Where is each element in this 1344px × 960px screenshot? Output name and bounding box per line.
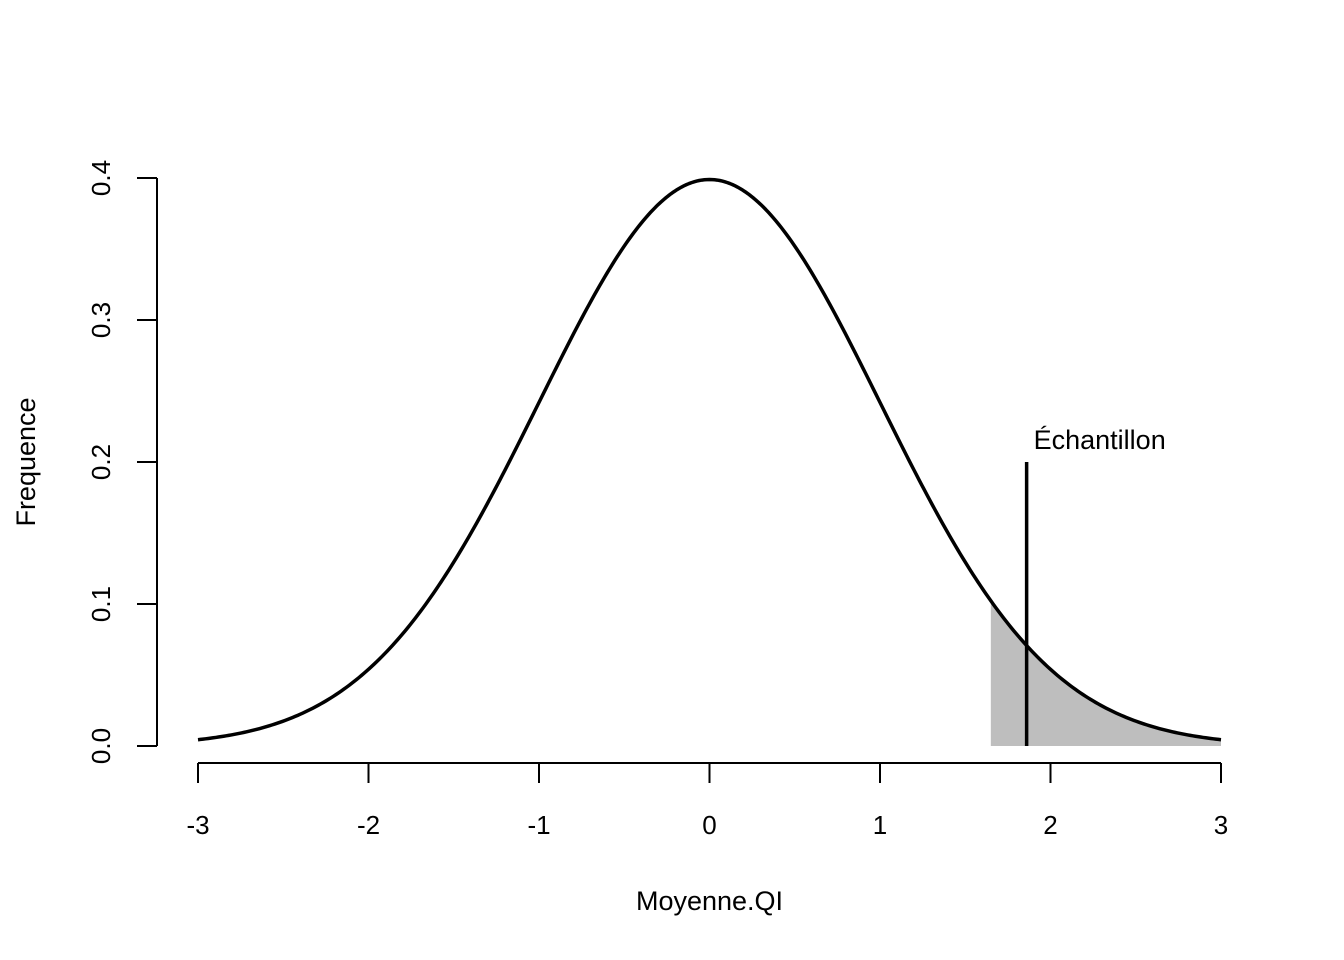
x-tick-label: 1 xyxy=(873,810,887,840)
x-axis: -3 -2 -1 0 1 2 3 xyxy=(186,762,1228,840)
normal-density-curve xyxy=(197,177,1222,742)
x-tick-label: -3 xyxy=(186,810,209,840)
sample-marker-label: Échantillon xyxy=(1034,425,1166,455)
shaded-tail-area xyxy=(990,600,1221,746)
plot-area: Échantillon xyxy=(197,177,1222,746)
x-tick-label: -2 xyxy=(357,810,380,840)
y-tick-label: 0.0 xyxy=(86,728,116,764)
y-tick-label: 0.4 xyxy=(86,160,116,196)
x-tick-label: 3 xyxy=(1214,810,1228,840)
x-tick-label: -1 xyxy=(527,810,550,840)
y-axis: 0.0 0.1 0.2 0.3 0.4 xyxy=(86,160,158,764)
x-tick-label: 0 xyxy=(702,810,716,840)
y-axis-title: Frequence xyxy=(11,397,41,526)
y-tick-label: 0.1 xyxy=(86,586,116,622)
x-tick-label: 2 xyxy=(1043,810,1057,840)
y-tick-label: 0.2 xyxy=(86,444,116,480)
y-tick-label: 0.3 xyxy=(86,302,116,338)
x-axis-title: Moyenne.QI xyxy=(636,886,783,916)
